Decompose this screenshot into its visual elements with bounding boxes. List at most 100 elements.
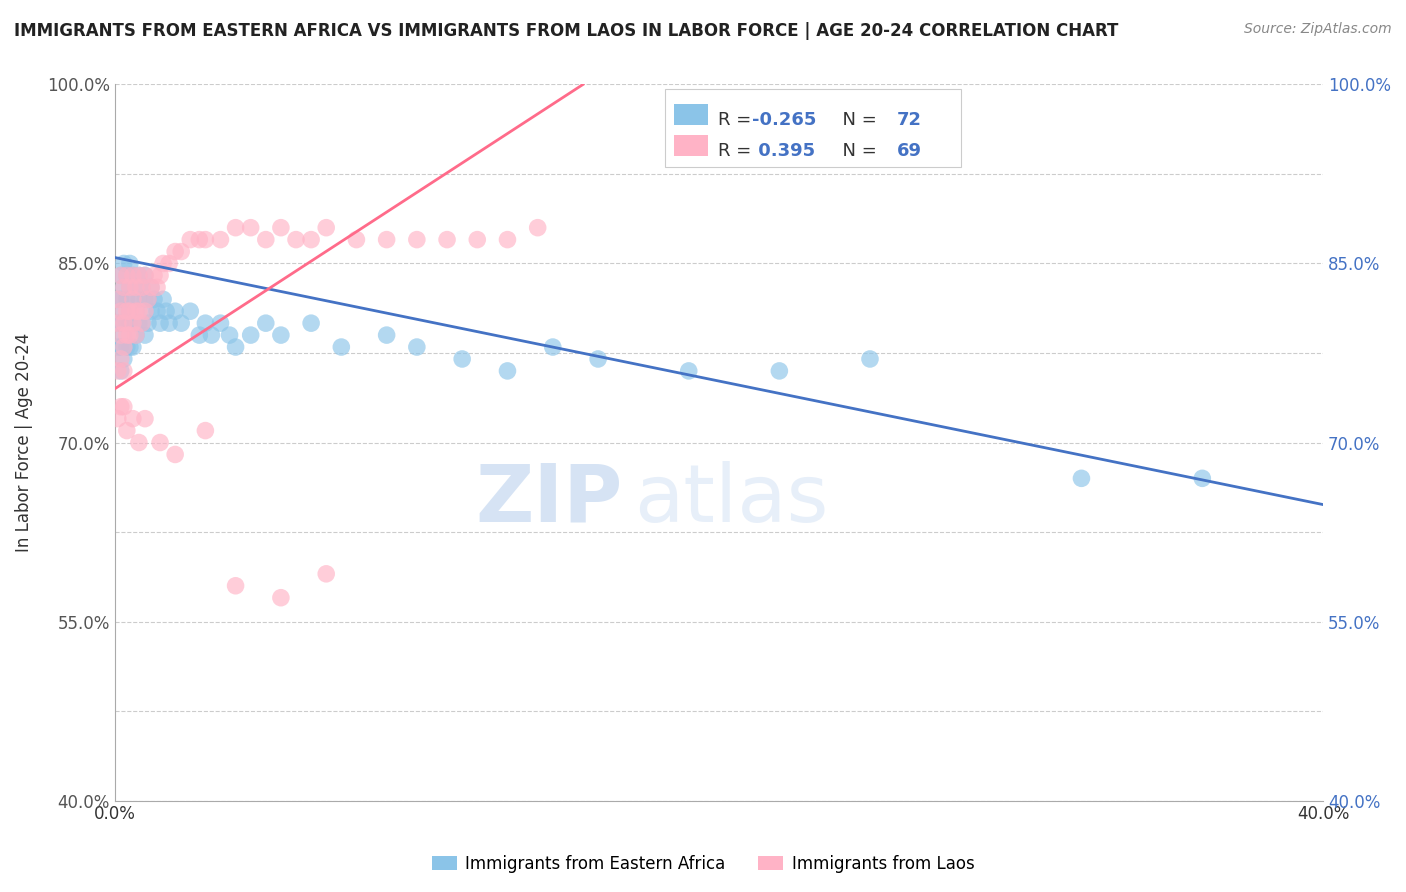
Point [118, 304, 141, 318]
Point [134, 411, 156, 425]
Point [112, 328, 135, 343]
Point [134, 268, 156, 283]
Text: 72: 72 [897, 112, 921, 129]
Point [139, 304, 162, 318]
Point [541, 340, 564, 354]
Point [254, 316, 277, 330]
Point [128, 435, 150, 450]
Point [115, 316, 138, 330]
Point [270, 591, 292, 605]
Point [118, 304, 141, 318]
Point [107, 293, 129, 307]
Point [128, 268, 150, 283]
Point [465, 233, 488, 247]
Point [122, 316, 145, 330]
Point [165, 447, 187, 461]
Point [139, 280, 162, 294]
Point [134, 304, 156, 318]
Point [225, 220, 247, 235]
Point [375, 233, 398, 247]
Point [122, 268, 145, 283]
Point [128, 293, 150, 307]
Point [112, 316, 135, 330]
Point [157, 256, 180, 270]
Point [118, 328, 141, 343]
Point [112, 400, 135, 414]
Text: Source: ZipAtlas.com: Source: ZipAtlas.com [1244, 22, 1392, 37]
Point [179, 304, 201, 318]
Point [131, 316, 153, 330]
Text: N =: N = [831, 112, 883, 129]
Point [405, 233, 427, 247]
Point [768, 364, 790, 378]
Point [152, 256, 174, 270]
Point [110, 293, 132, 307]
Point [131, 280, 153, 294]
Point [194, 316, 217, 330]
Text: R =: R = [717, 112, 756, 129]
Point [188, 233, 211, 247]
Text: ZIP: ZIP [475, 461, 623, 539]
Point [110, 340, 132, 354]
Point [107, 411, 129, 425]
Point [125, 328, 148, 343]
Point [118, 280, 141, 294]
Point [194, 424, 217, 438]
Legend: Immigrants from Eastern Africa, Immigrants from Laos: Immigrants from Eastern Africa, Immigran… [425, 848, 981, 880]
Point [122, 411, 145, 425]
Point [107, 316, 129, 330]
Text: 69: 69 [897, 142, 921, 160]
Point [131, 280, 153, 294]
Point [115, 304, 138, 318]
Point [239, 328, 262, 343]
Point [225, 579, 247, 593]
Point [112, 280, 135, 294]
Point [152, 293, 174, 307]
Point [115, 328, 138, 343]
Point [110, 268, 132, 283]
Text: R =: R = [717, 142, 756, 160]
Point [200, 328, 222, 343]
Point [405, 340, 427, 354]
Point [115, 293, 138, 307]
Point [112, 256, 135, 270]
Point [526, 220, 548, 235]
Point [170, 244, 193, 259]
Point [678, 364, 700, 378]
Point [118, 316, 141, 330]
Point [112, 304, 135, 318]
Point [315, 220, 337, 235]
Text: -0.265: -0.265 [752, 112, 815, 129]
Text: IMMIGRANTS FROM EASTERN AFRICA VS IMMIGRANTS FROM LAOS IN LABOR FORCE | AGE 20-2: IMMIGRANTS FROM EASTERN AFRICA VS IMMIGR… [14, 22, 1118, 40]
Point [110, 328, 132, 343]
Point [149, 268, 172, 283]
Point [110, 304, 132, 318]
Point [586, 351, 609, 366]
Point [254, 233, 277, 247]
Point [218, 328, 240, 343]
Point [128, 304, 150, 318]
Point [299, 233, 322, 247]
Point [136, 293, 159, 307]
Point [134, 328, 156, 343]
Point [128, 268, 150, 283]
Y-axis label: In Labor Force | Age 20-24: In Labor Force | Age 20-24 [15, 333, 32, 552]
Point [285, 233, 308, 247]
Point [139, 280, 162, 294]
Point [157, 316, 180, 330]
Point [170, 316, 193, 330]
Point [143, 293, 166, 307]
Text: N =: N = [831, 142, 883, 160]
Point [112, 340, 135, 354]
Point [125, 280, 148, 294]
Point [115, 268, 138, 283]
Point [122, 340, 145, 354]
Point [112, 351, 135, 366]
Point [112, 364, 135, 378]
Point [299, 316, 322, 330]
Point [107, 316, 129, 330]
Point [239, 220, 262, 235]
Point [122, 268, 145, 283]
Point [451, 351, 474, 366]
Point [209, 316, 232, 330]
